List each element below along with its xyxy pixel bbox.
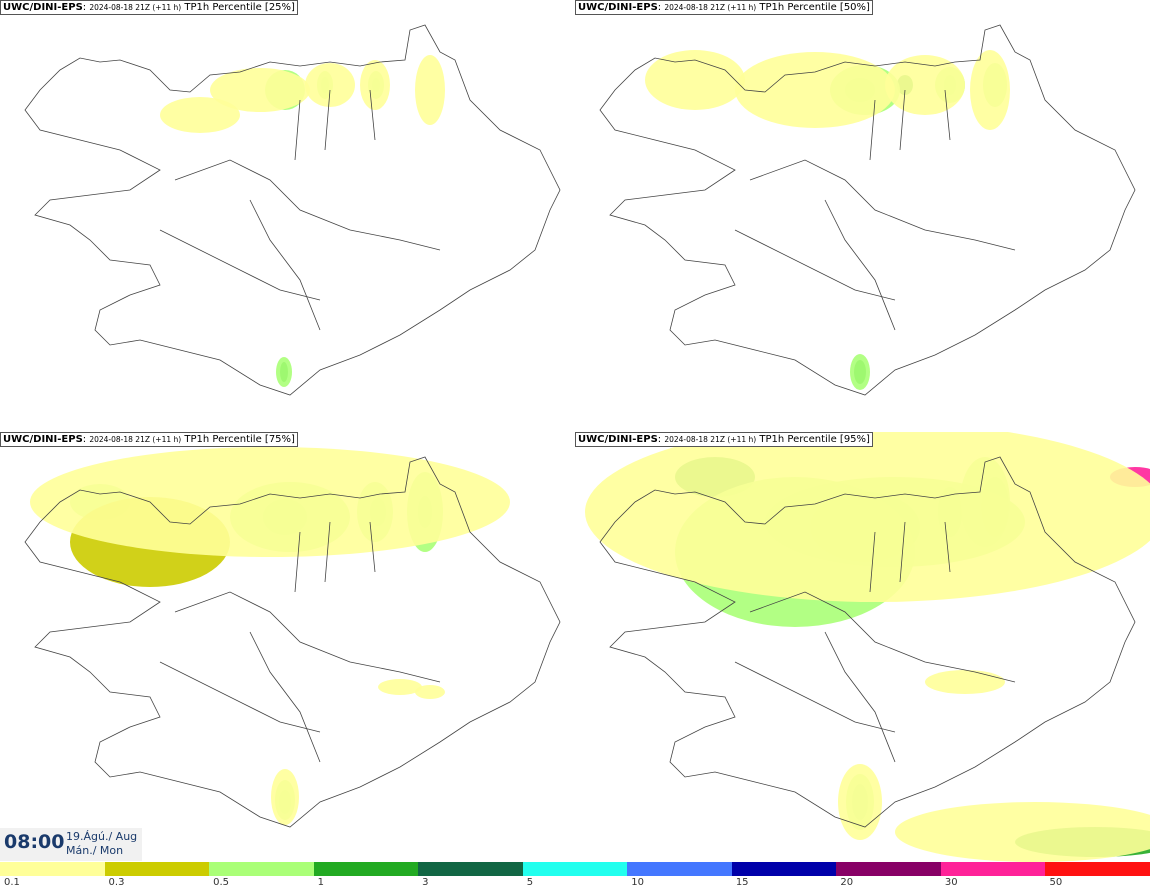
colorbar-tick-label: 0.1 [4, 877, 20, 888]
colorbar-tick-label: 0.3 [108, 877, 125, 888]
precip-area [210, 68, 310, 112]
colorbar-segment [836, 862, 941, 876]
colorbar-tick-label: 0.5 [213, 877, 229, 888]
colorbar-segment [104, 862, 210, 876]
colorbar-segment [418, 862, 523, 876]
map-panel-75: UWC/DINI-EPS: 2024-08-18 21Z (+11 h) TP1… [0, 432, 575, 862]
precip-area [360, 60, 390, 110]
colorbar-segment [731, 862, 837, 876]
precip-area [378, 679, 422, 695]
map-panel-50: UWC/DINI-EPS: 2024-08-18 21Z (+11 h) TP1… [575, 0, 1150, 430]
precip-area [838, 764, 882, 840]
map-75 [24, 447, 561, 828]
map-95 [585, 432, 1150, 862]
precip-area [735, 52, 895, 128]
colorbar-segment [627, 862, 732, 876]
precip-area [415, 55, 445, 125]
colorbar-tick-label: 1 [317, 877, 324, 888]
precip-area [925, 670, 1005, 694]
valid-time: 08:00 [4, 831, 65, 853]
colorbar-segment [940, 862, 1046, 876]
colorbar-tick-label: 3 [422, 877, 429, 888]
colorbar-segment [522, 862, 628, 876]
precip-area [585, 432, 1150, 602]
map-panel-95: UWC/DINI-EPS: 2024-08-18 21Z (+11 h) TP1… [575, 432, 1150, 862]
precip-area [276, 357, 292, 387]
colorbar [0, 862, 1150, 876]
panel-title: UWC/DINI-EPS: 2024-08-18 21Z (+11 h) TP1… [0, 0, 298, 15]
colorbar-tick-label: 30 [944, 877, 958, 888]
colorbar-tick-label: 10 [631, 877, 644, 888]
colorbar-tick-label: 50 [1049, 877, 1063, 888]
precip-area [970, 50, 1010, 130]
precip-area [305, 63, 355, 107]
precip-area [645, 50, 745, 110]
panel-title: UWC/DINI-EPS: 2024-08-18 21Z (+11 h) TP1… [575, 432, 873, 447]
panel-title: UWC/DINI-EPS: 2024-08-18 21Z (+11 h) TP1… [0, 432, 298, 447]
colorbar-segment [209, 862, 314, 876]
colorbar-tick-label: 20 [840, 877, 854, 888]
map-50 [599, 24, 1136, 396]
colorbar-segment [0, 862, 105, 876]
map-25 [24, 24, 561, 396]
valid-time-box: 08:00 19.Ágú./ Aug Mán./ Mon [0, 828, 142, 861]
colorbar-tick-label: 5 [526, 877, 534, 888]
colorbar-segment [313, 862, 419, 876]
precip-area [415, 685, 445, 699]
precip-area [271, 769, 299, 825]
precip-area [895, 802, 1150, 862]
precip-area [885, 55, 965, 115]
valid-date-line2: Mán./ Mon [66, 844, 124, 857]
precip-area [850, 354, 870, 390]
colorbar-tick-label: 15 [735, 877, 749, 888]
colorbar-segment [1045, 862, 1150, 876]
precip-area [160, 97, 240, 133]
precip-area [30, 447, 510, 557]
valid-date-line1: 19.Ágú./ Aug [66, 830, 138, 843]
panel-title: UWC/DINI-EPS: 2024-08-18 21Z (+11 h) TP1… [575, 0, 873, 15]
valid-date: 19.Ágú./ Aug Mán./ Mon [66, 830, 137, 858]
map-panel-25: UWC/DINI-EPS: 2024-08-18 21Z (+11 h) TP1… [0, 0, 575, 430]
